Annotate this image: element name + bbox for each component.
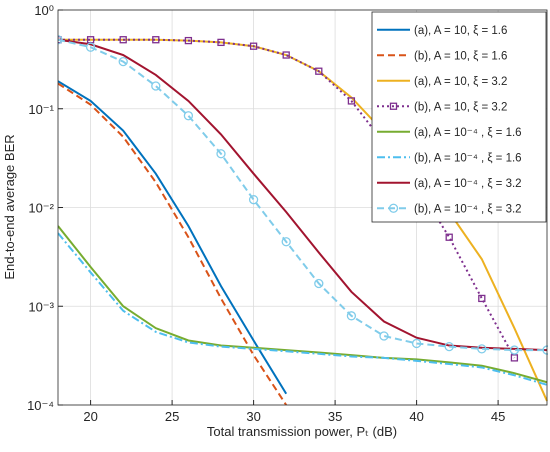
marker: [216, 149, 226, 159]
x-tick-label: 20: [83, 409, 97, 424]
marker: [411, 338, 422, 349]
legend-label: (a), A = 10⁻⁴ , ξ = 1.6: [414, 127, 522, 139]
legend-label: (a), A = 10, ξ = 3.2: [414, 76, 507, 88]
marker: [85, 42, 96, 52]
marker: [379, 331, 389, 341]
marker: [347, 97, 356, 105]
x-tick-label: 40: [409, 409, 423, 424]
series-line: [58, 38, 548, 352]
marker: [119, 36, 127, 44]
marker: [152, 36, 160, 44]
series-line: [58, 82, 288, 405]
legend-label: (a), A = 10, ξ = 1.6: [414, 25, 507, 37]
series-line: [58, 38, 547, 352]
marker: [282, 51, 290, 59]
marker: [477, 344, 487, 354]
legend-marker: [388, 203, 399, 213]
y-tick-label: 10⁻¹: [28, 102, 54, 117]
marker: [217, 38, 225, 47]
y-tick-label: 10⁻²: [28, 201, 54, 216]
marker: [510, 354, 519, 362]
marker: [281, 237, 291, 247]
marker: [118, 56, 128, 67]
y-tick-label: 10⁰: [34, 3, 54, 18]
legend-box: [371, 11, 547, 223]
marker: [445, 233, 453, 241]
marker: [249, 42, 258, 50]
y-axis-label: End-to-end average BER: [2, 134, 17, 279]
marker: [509, 345, 520, 355]
legend-label: (b), A = 10, ξ = 3.2: [414, 101, 507, 113]
x-tick-label: 35: [328, 409, 342, 424]
legend-label: (b), A = 10, ξ = 1.6: [414, 50, 507, 62]
marker: [58, 35, 63, 45]
series-line: [58, 38, 516, 359]
marker: [151, 81, 161, 91]
y-tick-label: 10⁻⁴: [27, 398, 54, 413]
legend-label: (b), A = 10⁻⁴ , ξ = 3.2: [414, 203, 522, 215]
x-tick-label: 25: [165, 409, 179, 424]
series-line: [58, 232, 548, 386]
series-line: [58, 225, 548, 384]
x-tick-label: 45: [491, 409, 505, 424]
marker: [346, 311, 357, 321]
marker: [183, 111, 194, 121]
legend-label: (a), A = 10⁻⁴ , ξ = 3.2: [414, 178, 522, 190]
series-line: [58, 80, 288, 395]
y-tick-label: 10⁻³: [28, 299, 54, 314]
legend-label: (b), A = 10⁻⁴ , ξ = 1.6: [414, 152, 522, 164]
marker: [315, 67, 323, 75]
marker: [248, 195, 259, 205]
x-tick-label: 30: [246, 409, 260, 424]
marker: [184, 36, 193, 45]
marker: [314, 278, 324, 289]
marker: [444, 341, 454, 352]
marker: [478, 294, 486, 303]
legend-marker: [389, 102, 398, 110]
x-axis-label: Total transmission power, Pₜ (dB): [207, 424, 397, 439]
